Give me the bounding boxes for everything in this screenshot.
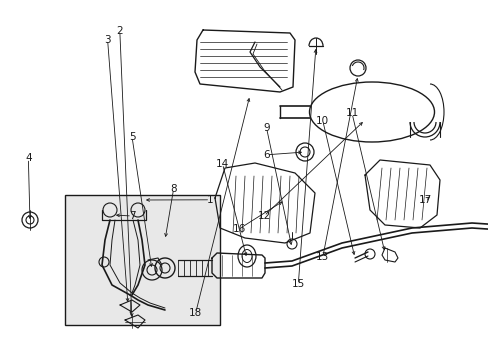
Text: 15: 15: [291, 279, 305, 289]
Text: 13: 13: [315, 252, 329, 262]
Text: 12: 12: [257, 211, 270, 221]
Text: 5: 5: [128, 132, 135, 142]
Text: 14: 14: [215, 159, 229, 169]
Text: 7: 7: [128, 211, 135, 221]
Text: 18: 18: [188, 308, 202, 318]
Text: 8: 8: [170, 184, 177, 194]
Text: 11: 11: [345, 108, 358, 118]
Text: 3: 3: [104, 35, 111, 45]
Text: 10: 10: [316, 116, 328, 126]
Text: 9: 9: [263, 123, 269, 133]
Text: 17: 17: [418, 195, 431, 205]
Text: 16: 16: [232, 224, 246, 234]
Text: 1: 1: [206, 195, 213, 205]
Bar: [65, 195, 220, 325]
Text: 4: 4: [25, 153, 32, 163]
Text: 6: 6: [263, 150, 269, 160]
Text: 2: 2: [116, 26, 123, 36]
